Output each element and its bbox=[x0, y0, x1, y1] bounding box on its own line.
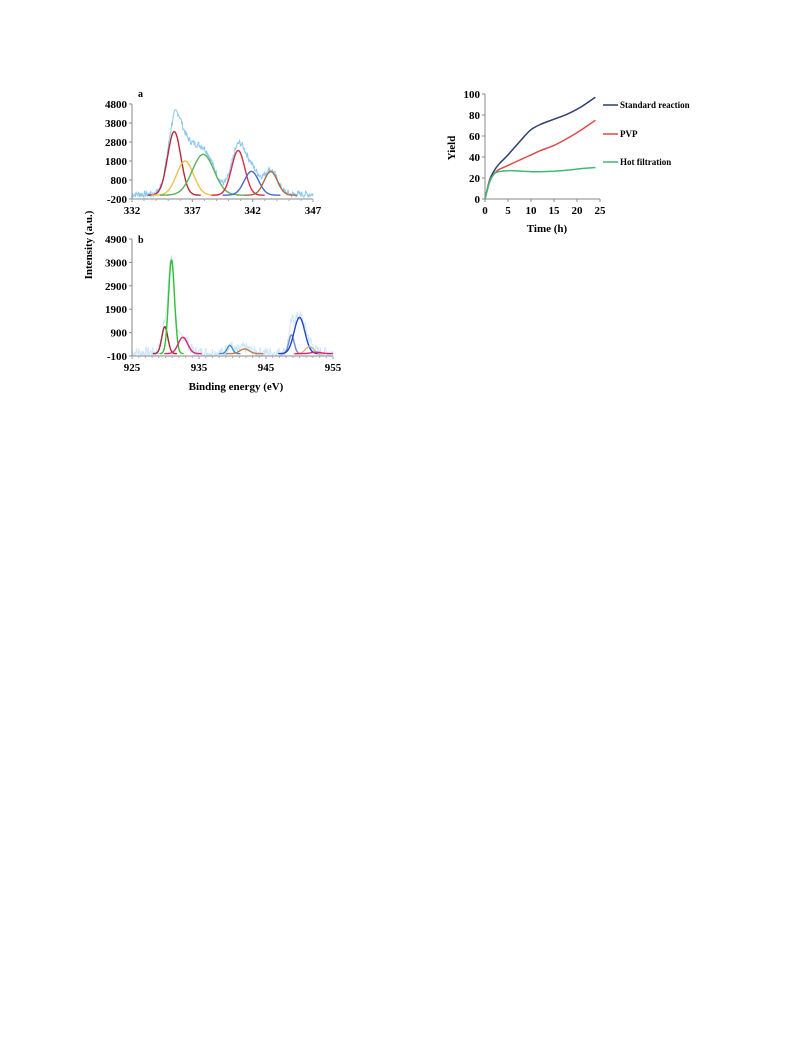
panel-c-ytick-label: 20 bbox=[469, 173, 481, 185]
panel-c-ytick-label: 40 bbox=[469, 152, 481, 164]
legend-label: PVP bbox=[620, 129, 638, 139]
panel-a-ytick-label: 1800 bbox=[105, 156, 128, 168]
panel-a-xtick-label: 342 bbox=[244, 205, 261, 217]
panel-c-ytick-label: 80 bbox=[469, 110, 481, 122]
panel-a-xtick-label: 332 bbox=[124, 205, 141, 217]
panel-b-fit-peak bbox=[164, 336, 202, 355]
time-axis-label: Time (h) bbox=[527, 223, 568, 235]
panel-b-ytick-label: 3900 bbox=[105, 257, 128, 269]
panel-c-xtick-label: 5 bbox=[505, 205, 511, 217]
panel-b-fit-peak bbox=[159, 258, 184, 355]
intensity-axis-label: Intensity (a.u.) bbox=[83, 210, 95, 279]
binding-energy-axis-label: Binding energy (eV) bbox=[189, 381, 284, 393]
panel-a-fit-peak bbox=[244, 170, 298, 196]
panel-a-label: a bbox=[138, 89, 143, 100]
panel-a-raw-spectrum bbox=[131, 109, 314, 199]
panel-b-raw-spectrum bbox=[131, 254, 334, 358]
series-line-pvp bbox=[484, 119, 596, 200]
panel-a-ytick-label: 3800 bbox=[105, 118, 128, 130]
panel-b-fit-peak bbox=[225, 348, 264, 355]
panel-a-fit-peak bbox=[147, 130, 201, 196]
panel-a-xtick-label: 347 bbox=[305, 205, 322, 217]
legend-label: Standard reaction bbox=[620, 100, 690, 110]
panel-c-ytick-label: 100 bbox=[464, 89, 481, 101]
panel-a-fit-peak bbox=[151, 160, 219, 196]
panel-b-fit-peak bbox=[219, 344, 241, 355]
panel-b-xtick-label: 955 bbox=[325, 362, 342, 374]
panel-c-xtick-label: 20 bbox=[572, 205, 584, 217]
panel-b-xtick-label: 925 bbox=[124, 362, 141, 374]
panel-a-xtick-label: 337 bbox=[184, 205, 201, 217]
panel-a-ytick-label: 4800 bbox=[105, 99, 128, 111]
panel-a-ytick-label: 2800 bbox=[105, 137, 128, 149]
panel-c-xtick-label: 15 bbox=[549, 205, 561, 217]
panel-b-ytick-label: -100 bbox=[107, 351, 128, 363]
panel-a-fit-peak bbox=[222, 170, 281, 196]
legend-label: Hot filtration bbox=[620, 157, 671, 167]
panel-b-fit-peak bbox=[294, 351, 333, 355]
xps-panel-a: a -200 800 1800 2800 3800 4800 332 337 342 347 bbox=[105, 89, 322, 217]
panel-a-ytick-label: 800 bbox=[111, 175, 128, 187]
panel-c-xtick-label: 10 bbox=[526, 205, 538, 217]
xps-panel-b: b -100 900 1900 2900 3900 4900 925 935 945 955 bbox=[105, 234, 342, 374]
yield-panel: 0 20 40 60 80 100 0 5 10 15 20 25 Standard reaction P… bbox=[464, 89, 690, 217]
panel-b-ytick-label: 900 bbox=[111, 328, 128, 340]
series-line-hot-filtration bbox=[484, 166, 596, 200]
panel-b-ytick-label: 4900 bbox=[105, 234, 128, 246]
panel-b-fit-peak bbox=[152, 326, 178, 355]
panel-c-ytick-label: 60 bbox=[469, 131, 481, 143]
panel-c-xtick-label: 0 bbox=[482, 205, 488, 217]
panel-b-ytick-label: 2900 bbox=[105, 281, 128, 293]
panel-c-xtick-label: 25 bbox=[595, 205, 607, 217]
panel-b-xtick-label: 935 bbox=[191, 362, 208, 374]
panel-b-label: b bbox=[138, 235, 144, 246]
series-line-standard-reaction bbox=[484, 96, 596, 200]
panel-c-ytick-label: 0 bbox=[475, 194, 481, 206]
yield-axis-label: Yield bbox=[446, 136, 458, 161]
panel-a-ytick-label: -200 bbox=[107, 194, 128, 206]
panel-b-xtick-label: 945 bbox=[258, 362, 275, 374]
panel-b-ytick-label: 1900 bbox=[105, 304, 128, 316]
